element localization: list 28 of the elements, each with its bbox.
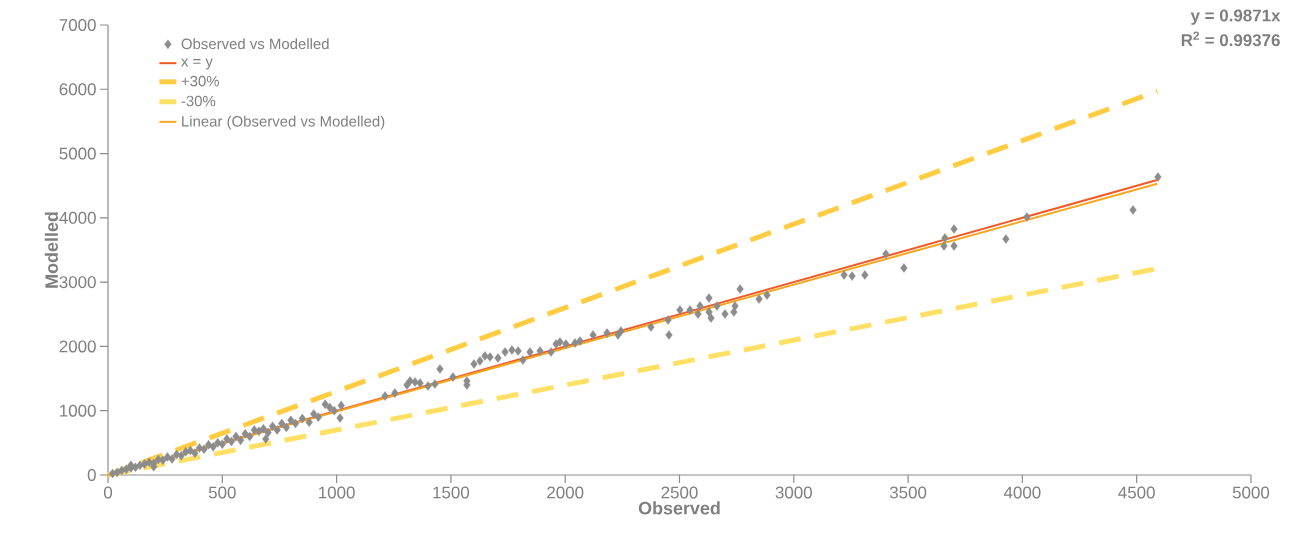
legend-label: x = y — [181, 58, 213, 70]
legend-label: Observed vs Modelled — [181, 38, 329, 50]
y-axis-title: Modelled — [44, 212, 58, 288]
x-tick-label: 5000 — [1232, 486, 1270, 499]
annotation: R$^{2}$ = 0.99376 — [1181, 31, 1280, 47]
y-tick-label: 3000 — [59, 276, 96, 289]
x-tick-label: 2000 — [547, 486, 584, 499]
x-tick-label: 4000 — [1003, 486, 1041, 499]
y-tick-label: 0 — [87, 468, 96, 481]
legend-label: Linear (Observed vs Modelled) — [182, 115, 385, 130]
x-axis-title: Observed — [638, 501, 720, 515]
y-tick-label: 7000 — [59, 18, 96, 31]
legend-label: +30% — [181, 75, 220, 87]
x-tick-label: 3000 — [775, 486, 812, 499]
y-tick-label: 6000 — [59, 83, 96, 96]
y-tick-label: 2000 — [59, 340, 96, 353]
x-tick-label: 3500 — [889, 486, 927, 499]
x-tick-label: 1000 — [319, 486, 355, 499]
y-tick-label: 4000 — [59, 211, 96, 224]
y-tick-label: 1000 — [60, 404, 96, 417]
x-tick-label: 1500 — [433, 486, 470, 499]
x-tick-label: 4500 — [1118, 486, 1155, 499]
y-tick-label: 5000 — [59, 147, 96, 160]
legend-label: -30% — [181, 95, 216, 107]
x-tick-label: 0 — [103, 486, 113, 499]
x-tick-label: 2500 — [661, 486, 698, 499]
text: y = 0.9871x — [1190, 9, 1281, 25]
x-tick-label: 500 — [208, 486, 236, 499]
